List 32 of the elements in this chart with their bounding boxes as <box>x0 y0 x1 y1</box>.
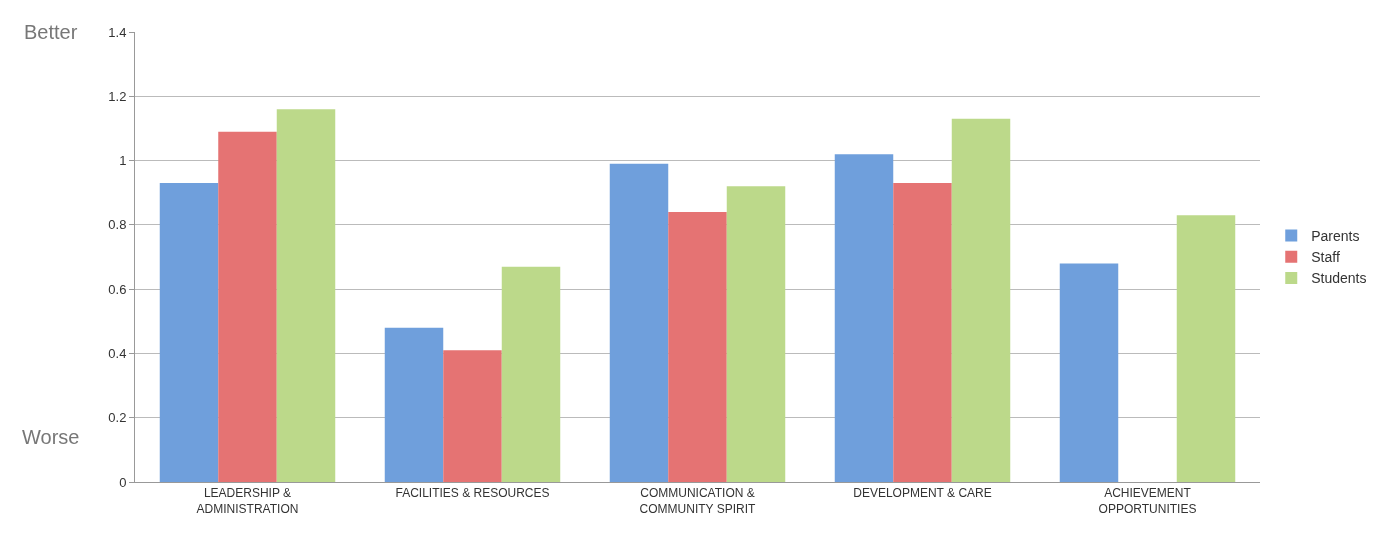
text: Better <box>24 21 78 43</box>
bar <box>609 163 669 482</box>
legend-label: Parents <box>1311 228 1360 245</box>
bar <box>501 266 561 482</box>
bar <box>218 131 277 482</box>
legend-label: Staff <box>1311 249 1340 266</box>
y-tick-label: 0.2 <box>108 410 127 426</box>
y-tick-label: 0.4 <box>108 345 127 361</box>
bar <box>834 154 894 482</box>
bar <box>384 327 444 482</box>
y-tick-label: 0 <box>119 474 127 490</box>
y-tick-label: 1.4 <box>108 24 127 40</box>
x-tick-label: DEVELOPMENT & CARE <box>853 486 992 501</box>
text: Worse <box>22 426 80 448</box>
y-tick-label: 0.6 <box>108 281 127 297</box>
y-tick-label: 0.8 <box>108 217 127 233</box>
bar <box>443 350 502 482</box>
x-tick-label: FACILITIES & RESOURCES <box>395 486 550 501</box>
x-tick-label: LEADERSHIP & ADMINISTRATION <box>196 486 299 516</box>
bar <box>276 109 336 482</box>
x-tick-label: ACHIEVEMENT OPPORTUNITIES <box>1098 486 1197 516</box>
bar <box>159 183 219 482</box>
bar <box>1059 263 1119 482</box>
bar <box>668 212 727 482</box>
y-tick-label: 1 <box>119 153 127 169</box>
y-tick-label: 1.2 <box>108 88 127 104</box>
bar <box>951 118 1011 482</box>
bar <box>726 186 786 482</box>
x-tick-label: COMMUNICATION & COMMUNITY SPIRIT <box>639 486 757 516</box>
bar <box>893 183 952 482</box>
bar <box>1176 215 1236 482</box>
legend-label: Students <box>1311 270 1367 287</box>
